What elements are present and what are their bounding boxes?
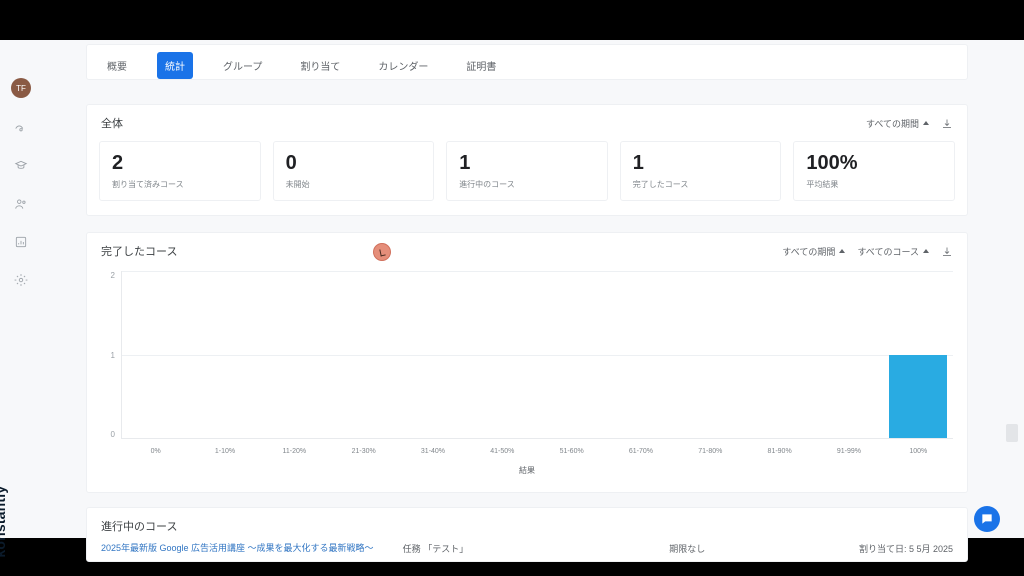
avatar[interactable]: TF	[11, 78, 31, 98]
x-tick: 11-20%	[260, 448, 329, 455]
bar-slot	[399, 271, 468, 438]
overall-title: 全体	[101, 115, 123, 131]
stat-value: 0	[286, 152, 422, 175]
stat-card: 1 進行中のコース	[446, 141, 608, 201]
task-cell: 任務 「テスト」	[403, 542, 573, 555]
bar	[889, 355, 947, 439]
x-tick: 31-40%	[398, 448, 467, 455]
settings-icon[interactable]	[13, 272, 29, 288]
bar-slot	[261, 271, 330, 438]
tab-groups[interactable]: グループ	[215, 52, 270, 79]
y-tick: 1	[105, 351, 115, 360]
stat-label: 完了したコース	[633, 179, 769, 190]
x-tick: 1-10%	[190, 448, 259, 455]
stat-label: 平均結果	[806, 179, 942, 190]
reports-icon[interactable]	[13, 234, 29, 250]
chart-period-filter[interactable]: すべての期間	[782, 245, 845, 258]
bar-slot	[815, 271, 884, 438]
left-rail: TF	[0, 40, 42, 538]
scroll-handle[interactable]	[1006, 424, 1018, 442]
stat-label: 割り当て済みコース	[112, 179, 248, 190]
tab-calendar[interactable]: カレンダー	[370, 52, 436, 79]
brand-wordmark: konstantly	[0, 483, 8, 558]
stat-value: 100%	[806, 152, 942, 175]
chart-course-filter[interactable]: すべてのコース	[857, 245, 929, 258]
overall-period-filter[interactable]: すべての期間	[866, 117, 929, 130]
tab-stats[interactable]: 統計	[157, 52, 193, 79]
chart-title: 完了したコース	[101, 243, 177, 259]
x-tick: 81-90%	[745, 448, 814, 455]
stat-value: 1	[459, 152, 595, 175]
x-tick: 0%	[121, 448, 190, 455]
tab-assign[interactable]: 割り当て	[292, 52, 348, 79]
stat-value: 2	[112, 152, 248, 175]
x-tick: 41-50%	[468, 448, 537, 455]
stat-value: 1	[633, 152, 769, 175]
overall-card: 全体 すべての期間 2 割り当て済みコース 0 未開始 1 進行中のコース 1 完了したコース…	[86, 104, 968, 216]
table-row: 2025年最新版 Google 広告活用講座 ～成果を最大化する最新戦略～ 任務…	[101, 542, 953, 555]
x-axis-title: 結果	[101, 465, 953, 476]
bar-slot	[607, 271, 676, 438]
bar-slot	[884, 271, 953, 438]
bar-slot	[122, 271, 191, 438]
cursor-indicator	[373, 243, 391, 261]
learning-icon[interactable]	[13, 158, 29, 174]
stat-label: 未開始	[286, 179, 422, 190]
completed-chart-card: 完了したコース すべての期間 すべてのコース 2 1 0 0%1-10%11-20%…	[86, 232, 968, 493]
x-tick: 51-60%	[537, 448, 606, 455]
x-tick: 100%	[884, 448, 953, 455]
bar-slot	[745, 271, 814, 438]
tab-cert[interactable]: 証明書	[458, 52, 504, 79]
bar-slot	[191, 271, 260, 438]
download-icon[interactable]	[941, 245, 953, 257]
stat-card: 0 未開始	[273, 141, 435, 201]
bar-slot	[538, 271, 607, 438]
stat-card: 2 割り当て済みコース	[99, 141, 261, 201]
tabs-bar: 概要 統計 グループ 割り当て カレンダー 証明書	[86, 44, 968, 80]
x-tick: 21-30%	[329, 448, 398, 455]
due-cell: 期限なし	[585, 542, 789, 555]
dashboard-icon[interactable]	[13, 120, 29, 136]
tab-overview[interactable]: 概要	[99, 52, 135, 79]
assigned-cell: 割り当て日: 5 5月 2025	[802, 542, 953, 555]
download-icon[interactable]	[941, 117, 953, 129]
chat-icon[interactable]	[974, 506, 1000, 532]
stat-card: 1 完了したコース	[620, 141, 782, 201]
y-tick: 2	[105, 271, 115, 280]
y-tick: 0	[105, 430, 115, 439]
stat-label: 進行中のコース	[459, 179, 595, 190]
stats-row: 2 割り当て済みコース 0 未開始 1 進行中のコース 1 完了したコース 100% 平均結果	[87, 131, 967, 215]
bar-slot	[330, 271, 399, 438]
inprogress-title: 進行中のコース	[101, 518, 953, 534]
bar-slot	[468, 271, 537, 438]
chart-area: 210 0%1-10%11-20%21-30%31-40%41-50%51-60…	[117, 271, 953, 461]
x-tick: 71-80%	[676, 448, 745, 455]
x-tick: 61-70%	[606, 448, 675, 455]
x-tick: 91-99%	[814, 448, 883, 455]
users-icon[interactable]	[13, 196, 29, 212]
inprogress-card: 進行中のコース 2025年最新版 Google 広告活用講座 ～成果を最大化する…	[86, 507, 968, 562]
bar-slot	[676, 271, 745, 438]
stat-card: 100% 平均結果	[793, 141, 955, 201]
course-link[interactable]: 2025年最新版 Google 広告活用講座 ～成果を最大化する最新戦略～	[101, 542, 391, 555]
